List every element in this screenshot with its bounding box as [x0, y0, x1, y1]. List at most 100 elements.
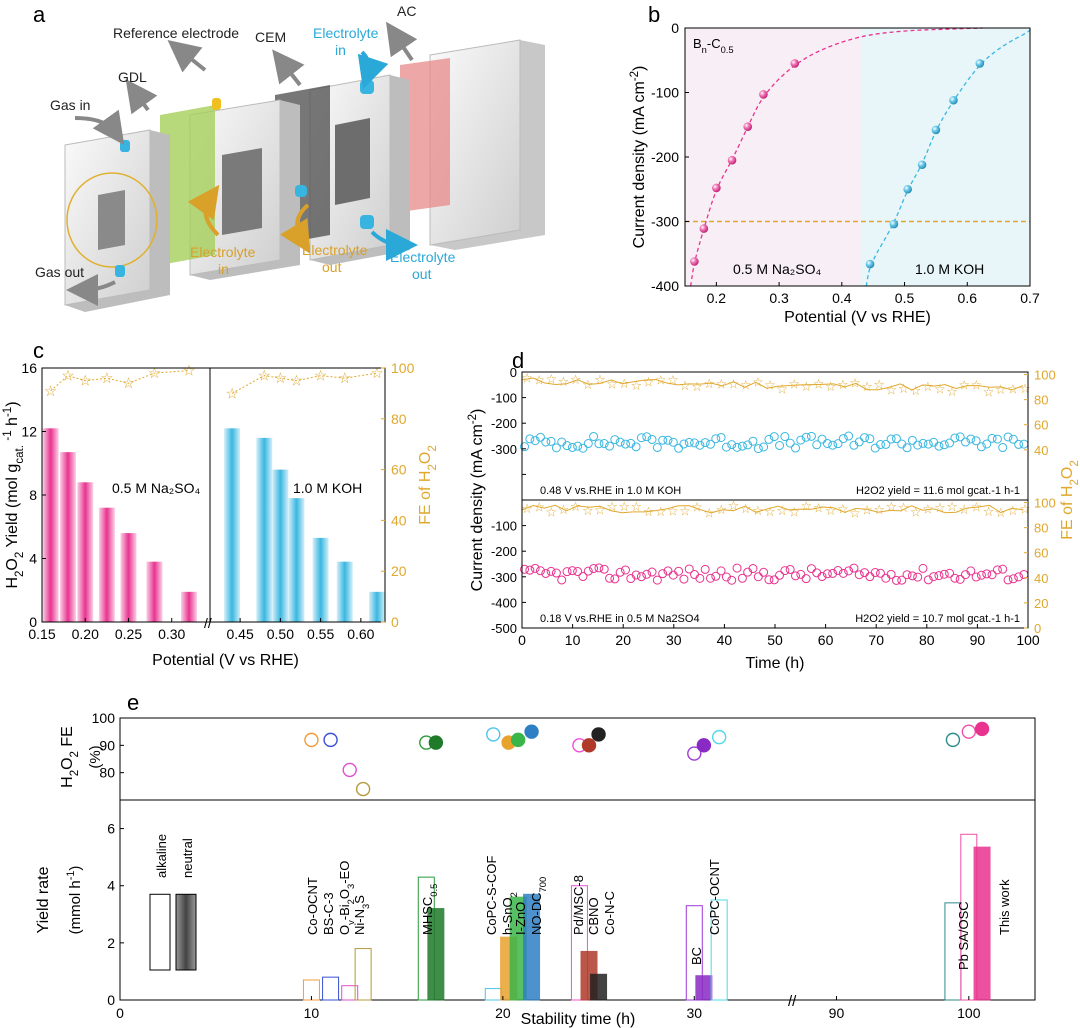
x-tick-label: 30 — [686, 1005, 702, 1021]
current-point — [785, 564, 795, 574]
current-point — [557, 575, 567, 585]
current-point — [817, 572, 827, 582]
current-point — [950, 573, 960, 583]
fe-star: ☆ — [631, 378, 643, 393]
region-alkaline — [860, 28, 1030, 286]
fe-star: ☆ — [679, 378, 691, 393]
current-point — [1008, 434, 1018, 444]
current-point — [546, 566, 556, 576]
fe-star: ☆ — [655, 504, 667, 519]
current-point — [567, 442, 577, 452]
y-tick-label: -300 — [651, 214, 679, 230]
plot-frame — [119, 717, 1036, 1001]
fe-star: ☆ — [861, 502, 873, 517]
fe-star: ☆ — [691, 500, 703, 515]
current-point — [891, 434, 901, 444]
bar-label: CoPC-OCNT — [707, 859, 722, 935]
current-point — [907, 435, 917, 445]
current-point — [541, 568, 551, 578]
x-tick-label: 0.55 — [307, 626, 334, 642]
x-tick-label: 0.45 — [226, 626, 253, 642]
y2-tick-label: 60 — [1034, 546, 1048, 561]
fe-star: ☆ — [533, 500, 545, 515]
current-point — [732, 563, 742, 573]
end-plate-front — [64, 129, 170, 312]
fe-star: ☆ — [776, 503, 788, 518]
electrolyte-in-port — [360, 80, 374, 94]
bar-label: h-SnO2 — [500, 892, 519, 935]
y2-tick-label: 40 — [1034, 571, 1048, 586]
fe-star: ☆ — [813, 500, 825, 515]
current-point — [764, 434, 774, 444]
current-point — [721, 442, 731, 452]
fe-star: ☆ — [691, 379, 703, 394]
y-tick-label: 12 — [21, 424, 37, 440]
x-tick-label: 30 — [666, 632, 682, 648]
data-point-na2so4 — [699, 224, 709, 233]
current-point — [902, 570, 912, 580]
gdl-sheet — [160, 105, 215, 265]
yield-bar-koh — [336, 561, 353, 622]
current-point — [976, 570, 986, 580]
x-axis-label: Potential (V vs RHE) — [152, 652, 299, 669]
y2-tick-label: 20 — [1034, 596, 1048, 611]
current-point — [620, 565, 630, 575]
current-point — [881, 439, 891, 449]
fe-marker — [687, 746, 702, 761]
bar-label: I-ZnO — [513, 902, 528, 935]
current-point — [711, 434, 721, 444]
fe-marker — [524, 724, 539, 739]
electrolyte-out-orange-arrow — [280, 203, 311, 254]
x-tick-label: 80 — [919, 632, 935, 648]
current-point — [652, 575, 662, 585]
y-tick-label: -300 — [491, 570, 517, 585]
bar-label: Co-N-C — [602, 891, 617, 935]
current-point — [605, 573, 615, 583]
current-point — [636, 572, 646, 582]
label-gas-in: Gas in — [50, 97, 90, 113]
reference-electrode-port — [212, 98, 221, 110]
current-point — [929, 437, 939, 447]
current-point — [642, 432, 652, 442]
y-tick-label: -200 — [651, 149, 679, 165]
fe-marker — [304, 732, 319, 748]
electrolyte-out-arrow — [370, 228, 418, 261]
current-point — [530, 563, 540, 573]
fe-star: ☆ — [934, 381, 946, 396]
current-point — [727, 440, 737, 450]
current-point — [828, 440, 838, 450]
cem-arrow — [272, 49, 305, 87]
x-tick-label: 0.7 — [1020, 290, 1040, 306]
fe-star: ☆ — [274, 370, 287, 387]
inset-label: Bn-C0.5 — [693, 36, 734, 55]
current-point — [727, 575, 737, 585]
current-point — [711, 571, 721, 581]
current-point — [748, 564, 758, 574]
fe-star: ☆ — [861, 379, 873, 394]
legend-bar-alkaline — [149, 893, 171, 971]
top-y-axis-label: H2O2 FE — [59, 726, 81, 788]
current-point — [658, 569, 668, 579]
yield-bar-na2so4 — [42, 428, 59, 622]
y2-tick-label: 60 — [1034, 418, 1048, 433]
fe-star: ☆ — [338, 370, 351, 387]
fe-star: ☆ — [825, 503, 837, 518]
panel-b-lsv: 0.2 0.3 0.4 0.5 0.6 0.7 0 -100 -200 -300 -400 Poten… — [629, 20, 1040, 326]
current-point — [753, 444, 763, 454]
yield-bar-na2so4 — [77, 482, 94, 622]
y-tick-label: -200 — [491, 544, 517, 559]
yield-bar — [590, 973, 608, 1001]
current-point — [961, 437, 971, 447]
series-label-koh: 1.0 M KOH — [293, 480, 362, 496]
fe-star: ☆ — [971, 378, 983, 393]
x-tick-label: 10 — [565, 632, 581, 648]
y-tick-label: -100 — [491, 391, 517, 406]
fe-marker — [486, 727, 501, 742]
top-y-tick-label: 80 — [99, 765, 115, 781]
current-point — [992, 565, 1002, 575]
x-tick-label: 100 — [1016, 632, 1040, 648]
current-point — [860, 568, 870, 578]
bar-label: CoPC-S-COF — [484, 855, 499, 935]
fe-star: ☆ — [570, 499, 582, 514]
y2-axis-label: FE of H2O2 — [1059, 460, 1080, 540]
